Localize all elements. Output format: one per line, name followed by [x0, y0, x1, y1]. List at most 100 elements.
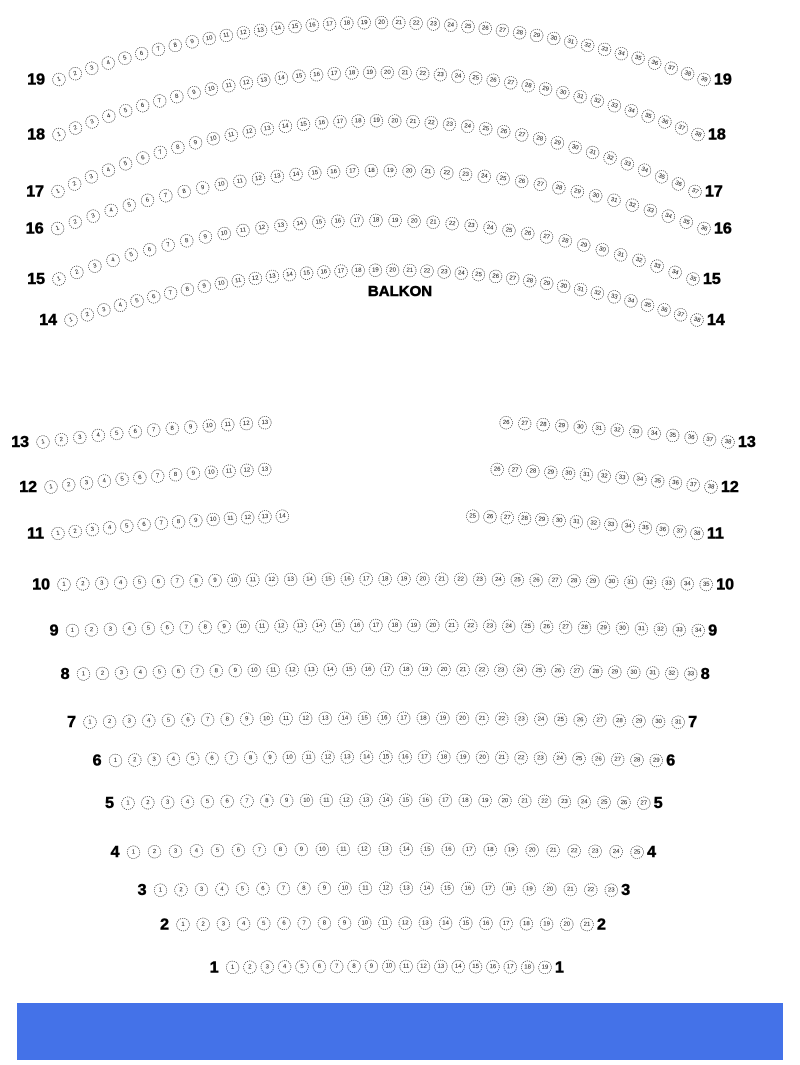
svg-text:11: 11 — [270, 667, 277, 673]
svg-text:31: 31 — [583, 472, 591, 479]
svg-text:21: 21 — [460, 667, 467, 673]
svg-text:24: 24 — [556, 756, 563, 762]
svg-text:12: 12 — [243, 421, 251, 427]
svg-text:10: 10 — [240, 624, 247, 630]
svg-text:23: 23 — [561, 799, 568, 805]
svg-text:30: 30 — [556, 518, 564, 524]
svg-text:22: 22 — [428, 120, 436, 127]
svg-text:12: 12 — [343, 798, 350, 804]
svg-text:12: 12 — [278, 623, 285, 629]
svg-text:15: 15 — [444, 886, 451, 892]
svg-text:12: 12 — [721, 479, 739, 496]
svg-text:28: 28 — [521, 516, 529, 522]
svg-text:17: 17 — [503, 921, 510, 927]
svg-text:36: 36 — [672, 480, 680, 487]
svg-text:18: 18 — [505, 886, 512, 892]
svg-text:23: 23 — [537, 755, 544, 761]
svg-text:30: 30 — [565, 471, 573, 477]
svg-text:26: 26 — [494, 467, 502, 473]
svg-text:18: 18 — [487, 847, 494, 853]
svg-text:18: 18 — [27, 127, 45, 144]
svg-text:20: 20 — [502, 798, 509, 804]
svg-text:13: 13 — [287, 577, 294, 583]
svg-text:16: 16 — [445, 847, 452, 853]
svg-text:16: 16 — [344, 576, 351, 582]
svg-text:24: 24 — [538, 717, 545, 723]
svg-text:19: 19 — [440, 716, 447, 722]
svg-text:17: 17 — [705, 184, 723, 201]
svg-text:1: 1 — [210, 959, 219, 976]
svg-text:34: 34 — [695, 628, 703, 634]
svg-text:2: 2 — [160, 917, 169, 934]
svg-text:15: 15 — [703, 271, 721, 288]
svg-text:15: 15 — [325, 576, 332, 582]
svg-text:7: 7 — [688, 714, 697, 731]
svg-text:22: 22 — [424, 268, 432, 274]
svg-text:20: 20 — [441, 667, 448, 673]
svg-text:28: 28 — [616, 718, 623, 724]
svg-text:31: 31 — [675, 719, 682, 725]
svg-text:30: 30 — [608, 579, 615, 585]
svg-text:15: 15 — [402, 798, 409, 804]
svg-text:14: 14 — [442, 921, 449, 927]
svg-text:6: 6 — [666, 753, 675, 770]
svg-text:33: 33 — [665, 580, 673, 586]
svg-text:22: 22 — [587, 887, 594, 893]
svg-text:34: 34 — [651, 430, 659, 437]
svg-text:19: 19 — [373, 118, 380, 124]
svg-text:19: 19 — [27, 72, 45, 89]
svg-text:20: 20 — [529, 847, 536, 853]
svg-text:25: 25 — [536, 668, 543, 674]
svg-text:BALKON: BALKON — [368, 283, 432, 300]
svg-text:30: 30 — [655, 719, 662, 725]
svg-text:19: 19 — [401, 576, 408, 582]
svg-text:26: 26 — [543, 624, 550, 630]
svg-text:17: 17 — [373, 623, 380, 629]
svg-text:13: 13 — [438, 964, 445, 970]
svg-text:26: 26 — [503, 420, 511, 426]
svg-text:18: 18 — [462, 798, 469, 804]
svg-text:21: 21 — [584, 922, 591, 928]
svg-text:13: 13 — [261, 467, 269, 473]
svg-text:17: 17 — [338, 268, 346, 274]
svg-text:32: 32 — [614, 427, 622, 434]
svg-text:26: 26 — [577, 717, 584, 723]
svg-text:15: 15 — [300, 121, 308, 128]
svg-text:16: 16 — [320, 269, 328, 275]
svg-text:24: 24 — [447, 22, 455, 29]
svg-text:24: 24 — [495, 577, 502, 583]
svg-text:32: 32 — [646, 580, 654, 586]
svg-text:20: 20 — [391, 118, 398, 124]
svg-text:3: 3 — [138, 882, 147, 899]
svg-text:29: 29 — [611, 669, 618, 675]
svg-text:22: 22 — [518, 755, 525, 761]
svg-text:17: 17 — [331, 71, 339, 77]
svg-text:12: 12 — [302, 716, 309, 722]
svg-text:10: 10 — [319, 847, 326, 853]
svg-text:3: 3 — [621, 882, 630, 899]
svg-text:18: 18 — [524, 964, 531, 970]
svg-text:14: 14 — [403, 847, 410, 853]
svg-text:18: 18 — [440, 754, 447, 760]
svg-text:10: 10 — [342, 886, 349, 892]
svg-text:12: 12 — [19, 479, 37, 496]
svg-text:18: 18 — [420, 716, 427, 722]
svg-text:19: 19 — [392, 218, 399, 224]
svg-text:20: 20 — [384, 70, 391, 76]
svg-text:11: 11 — [403, 964, 410, 970]
svg-text:35: 35 — [654, 478, 662, 485]
svg-text:6: 6 — [93, 753, 102, 770]
svg-text:18: 18 — [368, 168, 375, 174]
svg-text:13: 13 — [297, 623, 304, 629]
svg-text:15: 15 — [291, 24, 299, 31]
svg-text:13: 13 — [308, 667, 315, 673]
svg-text:28: 28 — [529, 468, 537, 474]
svg-text:25: 25 — [634, 849, 641, 855]
svg-text:28: 28 — [540, 422, 548, 428]
svg-text:22: 22 — [498, 716, 505, 722]
svg-text:29: 29 — [547, 469, 555, 475]
svg-text:26: 26 — [533, 577, 540, 583]
svg-text:35: 35 — [669, 432, 677, 439]
svg-text:25: 25 — [464, 24, 472, 31]
svg-text:21: 21 — [479, 716, 486, 722]
